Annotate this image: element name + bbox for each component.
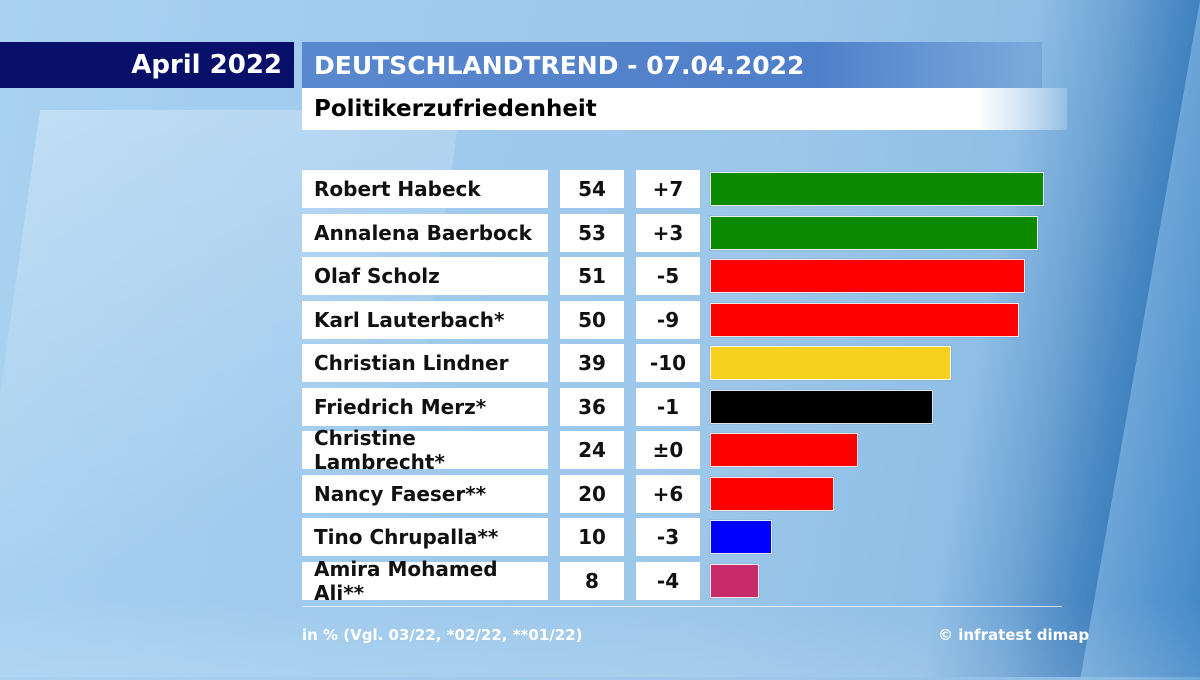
satisfaction-value: 36 <box>560 387 624 426</box>
change-value: -3 <box>636 518 700 556</box>
bar <box>710 433 859 467</box>
politician-name: Amira Mohamed Ali** <box>302 557 548 605</box>
change-value: -5 <box>636 257 700 295</box>
satisfaction-value: 39 <box>560 344 624 382</box>
change-value: ±0 <box>636 431 700 469</box>
politician-name: Karl Lauterbach* <box>302 300 548 339</box>
change-value: -10 <box>636 344 700 382</box>
chart-row: Christine Lambrecht* 24 ±0 <box>302 426 1062 474</box>
footnote: in % (Vgl. 03/22, *02/22, **01/22) <box>302 626 583 644</box>
chart-title: DEUTSCHLANDTREND - 07.04.2022 <box>302 42 1042 88</box>
chart-row: Annalena Baerbock 53 +3 <box>302 213 1062 252</box>
change-value: +7 <box>636 170 700 208</box>
politician-name: Friedrich Merz* <box>302 387 548 426</box>
chart-row: Friedrich Merz* 36 -1 <box>302 387 1062 426</box>
change-value: -4 <box>636 561 700 600</box>
satisfaction-value: 24 <box>560 431 624 469</box>
chart-baseline <box>302 606 1062 607</box>
change-value: +6 <box>636 474 700 513</box>
bar <box>710 476 834 511</box>
politician-name: Nancy Faeser** <box>302 474 548 513</box>
change-value: +3 <box>636 213 700 252</box>
satisfaction-value: 20 <box>560 474 624 513</box>
satisfaction-value: 53 <box>560 213 624 252</box>
bar <box>710 389 933 424</box>
politician-name: Christine Lambrecht* <box>302 426 548 474</box>
source-credit: © infratest dimap <box>938 626 1090 644</box>
chart-row: Christian Lindner 39 -10 <box>302 344 1062 382</box>
bar <box>710 172 1044 206</box>
bar <box>710 302 1020 337</box>
politician-name: Annalena Baerbock <box>302 213 548 252</box>
bar <box>710 259 1026 293</box>
satisfaction-value: 10 <box>560 518 624 556</box>
politician-name: Tino Chrupalla** <box>302 518 548 556</box>
bar <box>710 346 952 380</box>
bar-chart: Robert Habeck 54 +7 Annalena Baerbock 53 +3 Ol… <box>302 170 1062 605</box>
change-value: -1 <box>636 387 700 426</box>
chart-subtitle: Politikerzufriedenheit <box>302 88 1067 130</box>
bar <box>710 215 1038 250</box>
politician-name: Robert Habeck <box>302 170 548 208</box>
politician-name: Christian Lindner <box>302 344 548 382</box>
month-label: April 2022 <box>0 42 294 88</box>
bar <box>710 520 772 554</box>
chart-row: Nancy Faeser** 20 +6 <box>302 474 1062 513</box>
satisfaction-value: 54 <box>560 170 624 208</box>
politician-name: Olaf Scholz <box>302 257 548 295</box>
chart-row: Robert Habeck 54 +7 <box>302 170 1062 208</box>
chart-row: Karl Lauterbach* 50 -9 <box>302 300 1062 339</box>
change-value: -9 <box>636 300 700 339</box>
satisfaction-value: 8 <box>560 561 624 600</box>
satisfaction-value: 50 <box>560 300 624 339</box>
satisfaction-value: 51 <box>560 257 624 295</box>
chart-row: Amira Mohamed Ali** 8 -4 <box>302 557 1062 605</box>
chart-row: Tino Chrupalla** 10 -3 <box>302 518 1062 556</box>
bar <box>710 563 760 598</box>
chart-row: Olaf Scholz 51 -5 <box>302 257 1062 295</box>
